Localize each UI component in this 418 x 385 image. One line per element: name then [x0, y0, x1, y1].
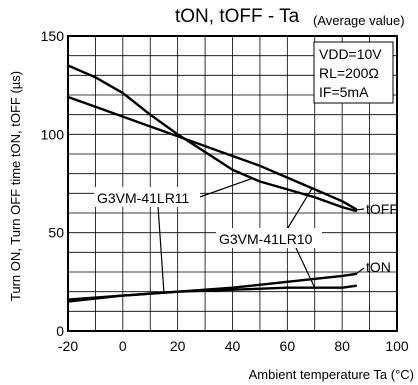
- chart-subtitle: (Average value): [313, 13, 405, 28]
- series: [66, 64, 358, 303]
- condition-rl: RL=200Ω: [319, 65, 379, 81]
- x-tick-label: 20: [170, 338, 186, 354]
- ton-curve-label: tON: [366, 259, 391, 275]
- device-b-label-bg: [216, 228, 322, 248]
- y-tick-label: 50: [48, 225, 64, 241]
- plot-frame: [67, 35, 398, 332]
- chart-title: tON, tOFF - Ta: [175, 6, 300, 27]
- series-line-2: [66, 95, 358, 211]
- y-tick-label: 100: [41, 126, 65, 142]
- device-a-leader-toff: [196, 178, 252, 199]
- annotations: [157, 178, 365, 293]
- x-axis-label: Ambient temperature Ta (°C): [249, 367, 414, 382]
- device-b-leader-toff: [285, 188, 313, 232]
- device-a-label-bg: [94, 187, 200, 207]
- x-tick-label: 100: [385, 338, 409, 354]
- device-a-leader-ton: [157, 205, 165, 293]
- device-a-label: G3VM-41LR11: [97, 190, 190, 206]
- y-tick-label: 0: [56, 323, 64, 339]
- device-b-leader-ton: [295, 247, 316, 288]
- toff-tag-leader: [355, 208, 365, 211]
- device-b-label: G3VM-41LR10: [219, 231, 313, 247]
- series-line-4: [66, 284, 358, 301]
- ton-tag-leader: [355, 267, 365, 275]
- x-tick-label: 0: [119, 338, 127, 354]
- conditions-box: [313, 41, 394, 104]
- y-axis-label: Turn ON, Turn OFF time tON, tOFF (µs): [8, 71, 23, 301]
- condition-if: IF=5mA: [319, 84, 369, 100]
- x-tick-label: 60: [280, 338, 296, 354]
- x-tick-label: 80: [334, 338, 350, 354]
- toff-curve-label: tOFF: [366, 201, 398, 217]
- y-tick-label: 150: [41, 28, 65, 44]
- x-tick-label: 40: [225, 338, 241, 354]
- series-line-1: [66, 64, 358, 213]
- condition-vdd: VDD=10V: [319, 46, 382, 62]
- x-tick-label: -20: [58, 338, 78, 354]
